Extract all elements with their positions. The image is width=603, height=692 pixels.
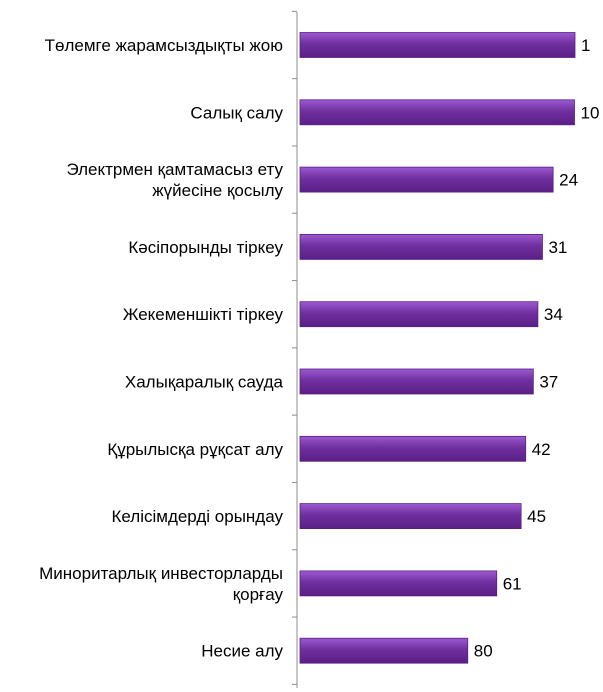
bar (299, 233, 543, 260)
data-label: 31 (548, 238, 567, 257)
category-label: Электрмен қамтамасыз ету (66, 160, 283, 179)
data-label: 1 (581, 36, 590, 55)
bar (299, 637, 469, 664)
category-label: Несие алу (201, 642, 283, 661)
data-label: 42 (532, 440, 551, 459)
category-labels: Төлемге жарамсыздықты жою Салық салу Элект… (39, 36, 283, 661)
bar (299, 368, 534, 395)
category-label: қорғау (233, 585, 284, 604)
category-label: Жекеменшікті тіркеу (123, 305, 284, 324)
data-label: 10 (581, 103, 600, 122)
bar (299, 570, 498, 597)
data-label: 80 (474, 642, 493, 661)
category-label: жүйесіне қосылу (152, 181, 283, 200)
category-label: Халықаралық сауда (125, 373, 284, 392)
data-label: 45 (527, 507, 546, 526)
data-label: 34 (544, 305, 563, 324)
bars (299, 32, 576, 664)
bar (299, 166, 554, 193)
category-label: Миноритарлық инвесторларды (39, 564, 283, 583)
bar (299, 503, 522, 530)
category-label: Төлемге жарамсыздықты жою (45, 36, 284, 55)
bar (299, 99, 575, 126)
category-label: Кәсіпорынды тіркеу (128, 238, 283, 257)
bar (299, 435, 527, 462)
category-label: Салық салу (190, 103, 283, 122)
data-label: 61 (503, 574, 522, 593)
axis-ticks (292, 10, 297, 685)
data-label: 24 (559, 171, 578, 190)
value-labels: 1 10 24 31 34 37 42 45 61 80 (474, 36, 600, 661)
bar (299, 32, 576, 58)
category-label: Келісімдерді орындау (111, 507, 283, 526)
data-label: 37 (539, 373, 558, 392)
bar (299, 301, 539, 328)
category-label: Құрылысқа рұқсат алу (107, 440, 283, 459)
